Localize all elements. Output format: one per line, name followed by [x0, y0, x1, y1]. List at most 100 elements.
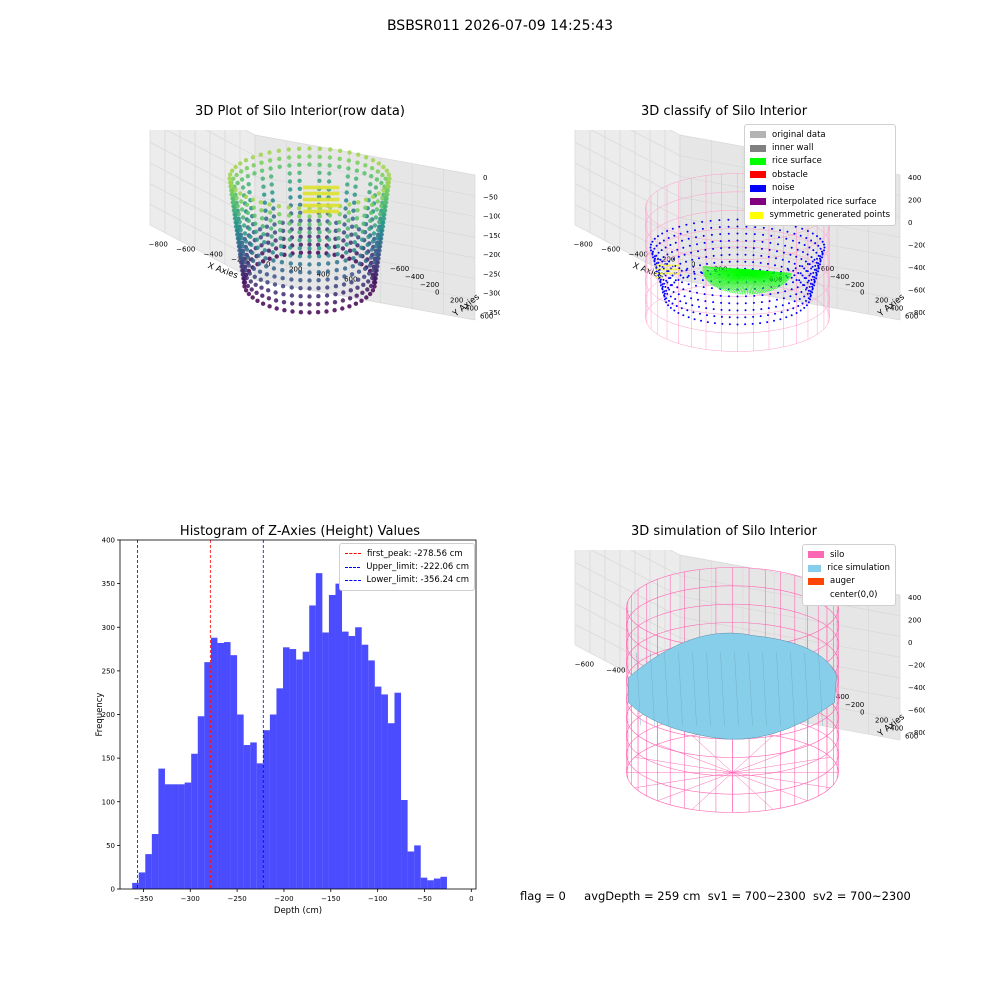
noise-point	[799, 281, 802, 284]
noise-point	[770, 234, 773, 237]
data-point	[376, 248, 381, 253]
x-tick-label: −350	[134, 895, 153, 903]
symmetric-point	[664, 272, 667, 275]
symmetric-point	[660, 276, 663, 279]
y-tick-label: 400	[890, 304, 903, 312]
histogram-bar	[368, 660, 375, 889]
noise-point	[657, 274, 660, 277]
noise-point	[704, 300, 707, 303]
data-point	[307, 270, 312, 275]
noise-point	[806, 281, 809, 284]
noise-point	[679, 262, 682, 265]
data-point	[323, 185, 328, 190]
z-tick-label: −200	[908, 242, 925, 250]
data-point	[311, 203, 316, 208]
data-point	[383, 176, 388, 181]
data-point	[370, 158, 376, 163]
noise-point	[816, 235, 818, 238]
data-point	[369, 174, 374, 179]
noise-point	[657, 261, 660, 264]
noise-point	[720, 247, 723, 250]
y-tick-label: −200	[845, 701, 864, 709]
x-tick-label: 400	[317, 271, 330, 279]
noise-point	[675, 305, 678, 307]
noise-point	[688, 290, 691, 293]
legend-entry: Lower_limit: -356.24 cm	[345, 574, 469, 587]
noise-point	[657, 235, 659, 238]
data-point	[266, 296, 272, 301]
data-point	[245, 283, 251, 289]
noise-point	[699, 264, 701, 267]
data-point	[374, 207, 380, 212]
noise-point	[815, 269, 818, 272]
rice-mesh-line	[720, 652, 725, 726]
noise-point	[761, 240, 764, 243]
data-point	[240, 268, 245, 273]
x-tick-label: −800	[574, 241, 593, 249]
data-point	[340, 306, 345, 311]
data-point	[326, 197, 331, 202]
data-point	[363, 155, 369, 160]
noise-point	[803, 295, 806, 298]
noise-point	[745, 295, 747, 298]
data-point	[316, 302, 321, 307]
data-point	[273, 298, 279, 303]
panel1-3d-scatter: −800−600−400−2000200400600−600−400−20002…	[149, 130, 500, 321]
noise-point	[811, 288, 814, 291]
y-tick-label: 400	[102, 537, 115, 545]
legend-entry: rice surface	[750, 155, 890, 168]
noise-point	[680, 307, 683, 310]
noise-point	[727, 218, 730, 221]
data-point	[262, 240, 267, 245]
data-point	[277, 212, 282, 217]
data-point	[329, 191, 334, 196]
noise-point	[661, 288, 664, 291]
data-point	[273, 290, 278, 295]
noise-point	[811, 283, 814, 286]
data-point	[317, 222, 322, 227]
data-point	[366, 279, 371, 284]
z-tick-label: −400	[908, 264, 925, 272]
data-point	[359, 298, 364, 303]
data-point	[273, 246, 279, 251]
noise-point	[666, 263, 669, 265]
data-point	[252, 213, 257, 218]
noise-point	[698, 257, 700, 260]
noise-point	[712, 301, 715, 304]
noise-point	[792, 281, 794, 284]
panel4-3d-simulation: −600−400−2000200400600−600−400−200020040…	[574, 550, 925, 813]
data-point	[374, 256, 380, 261]
data-point	[367, 291, 373, 297]
histogram-bar	[276, 688, 284, 889]
noise-point	[803, 267, 806, 270]
data-point	[231, 176, 236, 181]
noise-point	[804, 288, 807, 291]
silo-floor-spoke	[732, 743, 808, 773]
noise-point	[682, 288, 685, 291]
noise-point	[744, 260, 747, 263]
data-point	[246, 291, 252, 297]
legend-line-swatch	[345, 566, 361, 568]
data-point	[375, 169, 380, 174]
data-point	[340, 254, 345, 259]
data-point	[335, 203, 340, 208]
data-point	[246, 218, 251, 223]
data-point	[326, 185, 331, 190]
noise-point	[774, 264, 776, 267]
legend-entry: inner wall	[750, 141, 890, 154]
histogram-bar	[361, 644, 369, 889]
silo-floor-spoke	[732, 772, 774, 810]
noise-point	[662, 239, 665, 242]
data-point	[353, 301, 359, 306]
histogram-bar	[374, 686, 382, 889]
data-point	[344, 242, 349, 247]
noise-point	[760, 254, 763, 257]
noise-point	[803, 306, 806, 309]
data-point	[249, 242, 254, 247]
data-point	[334, 268, 339, 273]
noise-point	[762, 233, 765, 236]
data-point	[288, 253, 293, 258]
noise-point	[704, 248, 707, 251]
data-point	[242, 259, 247, 265]
legend-label: auger	[830, 576, 855, 587]
